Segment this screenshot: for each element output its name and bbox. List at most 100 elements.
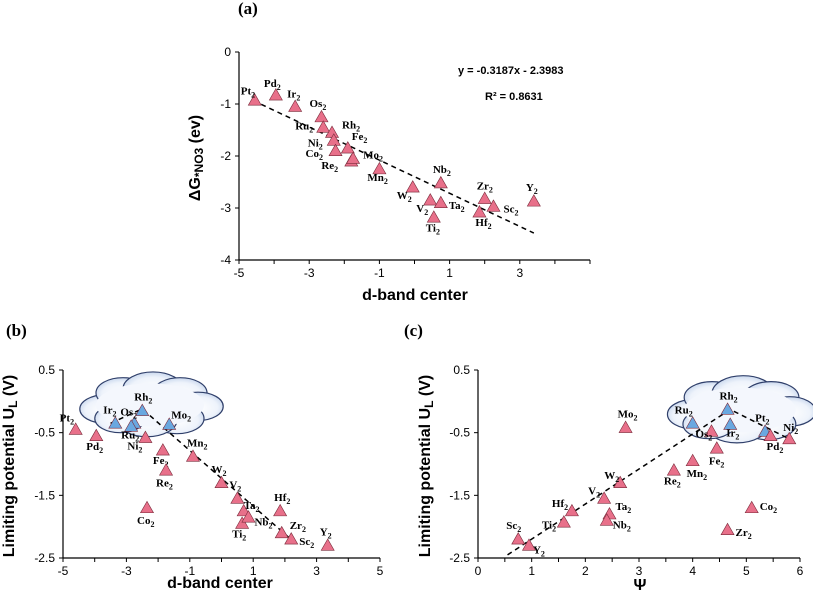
chart-panel-b: (b) -5 -3 -1 1 3 5 0.5 -0.5 -1.5 -2.5 d-band center…: [1, 321, 384, 592]
y-axis-title-group: Limiting potential UL (V): [417, 375, 436, 557]
data-point: [597, 491, 612, 504]
point-label: Zr2: [290, 520, 306, 534]
data-point: [372, 161, 387, 175]
point-label: Y2: [533, 544, 545, 558]
point-label: Ta2: [244, 500, 260, 514]
y-axis-title: Limiting potential UL (V): [417, 375, 436, 557]
x-tick-label: 5: [743, 564, 750, 578]
data-point: [433, 195, 448, 208]
x-tick-label: 1: [528, 564, 535, 578]
y-tick-label: 0.5: [38, 363, 55, 377]
x-tick-label: 3: [516, 266, 523, 280]
data-point: [599, 513, 614, 526]
data-point: [666, 463, 681, 476]
data-point: [526, 194, 541, 207]
data-point: [273, 503, 288, 517]
point-label: Pd2: [86, 441, 103, 455]
point-label: Ti2: [426, 222, 440, 236]
data-point: [405, 180, 420, 193]
point-label: Rh2: [134, 392, 152, 406]
point-label: Pd2: [264, 78, 281, 92]
data-point: [162, 417, 177, 430]
data-point: [618, 420, 633, 433]
data-point: [685, 416, 700, 429]
point-label: Ni2: [308, 137, 323, 151]
y-tick-label: 0.5: [453, 363, 470, 377]
highlight-cloud: [79, 371, 224, 438]
point-label: Pt2: [755, 412, 769, 426]
x-tick-label: -5: [58, 564, 69, 578]
data-point: [159, 463, 174, 476]
data-point: [486, 199, 501, 212]
data-point: [314, 109, 329, 123]
cloud-core: [96, 383, 204, 427]
panel-label: (c): [404, 321, 423, 340]
x-tick-label: 4: [689, 564, 696, 578]
point-label: Mn2: [187, 437, 208, 451]
point-label: Re2: [664, 475, 681, 489]
y-tick-label: -1: [220, 97, 231, 111]
point-label: Hf2: [475, 217, 491, 231]
point-label: Sc2: [299, 536, 314, 550]
chart-panel-c: (c) 0 1 2 3 4 5 6 0.5 -0.5 -1.5 -2.5 Ψ Limiting poten…: [404, 321, 813, 594]
data-point: [268, 88, 283, 101]
point-label: V2: [416, 203, 428, 217]
point-label: Y2: [526, 182, 538, 196]
data-point: [138, 430, 153, 443]
data-point: [274, 525, 289, 539]
x-tick-label: 1: [250, 564, 257, 578]
point-label: Os2: [309, 98, 326, 112]
data-point: [556, 515, 571, 528]
data-point: [426, 210, 441, 223]
panel-label: (b): [6, 321, 27, 340]
trendline: [110, 407, 295, 543]
x-tick-label: 3: [636, 564, 643, 578]
point-label: Ni2: [127, 441, 142, 455]
point-label: Ru2: [675, 404, 693, 418]
point-label: Y2: [320, 526, 332, 540]
data-point: [340, 141, 355, 154]
point-label: Re2: [321, 160, 338, 174]
point-label: Zr2: [736, 527, 752, 541]
point-label: Mo2: [618, 409, 638, 423]
y-tick-label: -1.5: [449, 488, 470, 502]
data-point: [320, 538, 335, 551]
x-axis-title: Ψ: [634, 577, 647, 594]
point-label: Co2: [760, 501, 777, 515]
x-tick-label: -1: [184, 564, 195, 578]
point-label: Ir2: [287, 89, 300, 103]
data-point: [326, 133, 341, 146]
x-tick-label: 2: [582, 564, 589, 578]
data-point: [155, 443, 170, 456]
highlight-cloud: [666, 375, 813, 444]
data-point: [135, 403, 150, 416]
data-point: [763, 428, 778, 441]
data-point: [89, 428, 104, 441]
data-point: [521, 538, 537, 551]
data-point: [316, 120, 331, 133]
x-tick-label: 3: [313, 564, 320, 578]
data-point: [433, 175, 448, 189]
point-label: Nb2: [254, 516, 272, 530]
point-label: Ru2: [121, 429, 139, 443]
x-tick-label: -3: [304, 266, 315, 280]
point-label: Os2: [695, 428, 712, 442]
x-tick-label: 1: [446, 266, 453, 280]
y-tick-label: -2.5: [449, 551, 470, 565]
data-point: [720, 522, 735, 535]
point-label: Ir2: [726, 428, 739, 442]
y-axis-title-group: ΔG*NO3 (ev): [187, 115, 206, 201]
point-label: W2: [212, 464, 227, 478]
data-point: [709, 441, 724, 454]
point-label: Ru2: [295, 120, 313, 134]
panel-label: (a): [238, 0, 258, 18]
y-tick-label: -4: [220, 253, 231, 267]
point-label: Sc2: [506, 520, 521, 534]
data-point: [423, 193, 438, 206]
x-tick-label: -1: [374, 266, 385, 280]
data-point: [241, 510, 256, 523]
point-label: W2: [397, 190, 412, 204]
data-point: [744, 500, 759, 514]
cloud-core: [684, 387, 796, 433]
